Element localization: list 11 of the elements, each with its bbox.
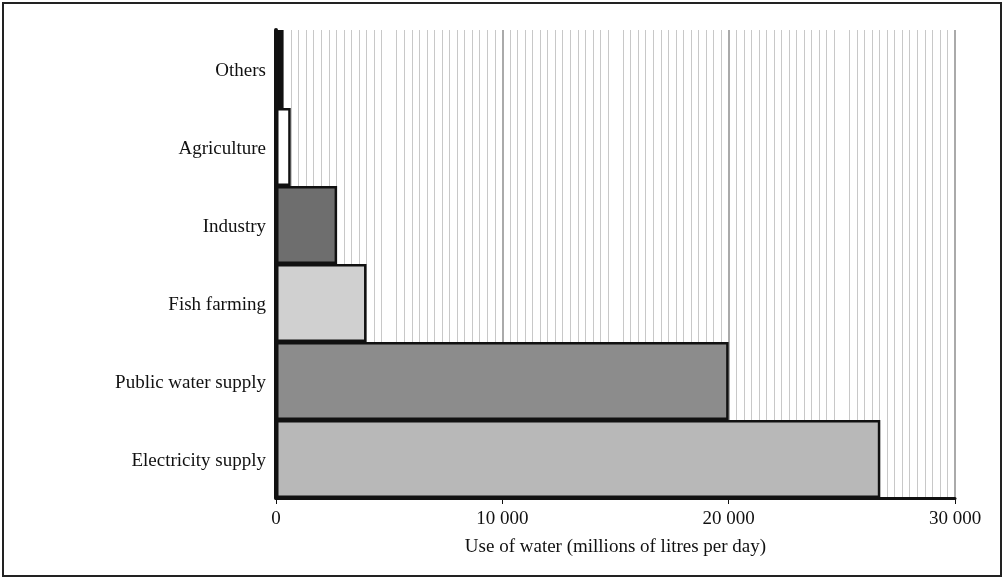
y-tick-label: Agriculture — [178, 136, 266, 158]
x-tick-label: 0 — [271, 507, 281, 528]
y-tick-label: Industry — [202, 214, 267, 236]
y-tick-label: Fish farming — [168, 292, 267, 314]
y-tick-label: Electricity supply — [131, 448, 267, 470]
x-tick-label: 10 000 — [476, 507, 529, 528]
y-tick-label: Others — [215, 58, 266, 80]
y-tick-label: Public water supply — [115, 370, 267, 392]
x-tick-label: 20 000 — [702, 507, 755, 528]
x-tick-label: 30 000 — [928, 507, 982, 528]
x-axis-title: Use of water (millions of litres per day) — [464, 535, 767, 557]
